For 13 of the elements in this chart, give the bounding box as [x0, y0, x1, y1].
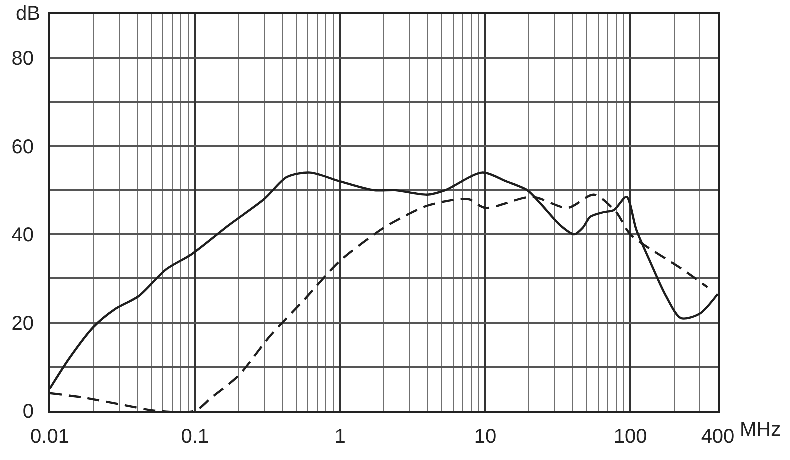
x-tick-label: 1	[334, 426, 346, 448]
y-tick-label: 0	[22, 401, 34, 423]
y-tick-label: 80	[12, 48, 34, 70]
y-tick-label: 60	[12, 136, 34, 158]
x-tick-label: 10	[474, 426, 497, 448]
y-tick-label: 20	[12, 312, 34, 335]
x-axis-title: MHz	[740, 419, 782, 441]
y-tick-label: 40	[12, 224, 34, 247]
x-tick-label: 0.1	[181, 426, 210, 448]
y-axis-title: dB	[16, 3, 40, 25]
x-tick-label: 400	[701, 426, 735, 448]
x-tick-label: 0.01	[30, 426, 70, 448]
x-tick-label: 100	[614, 426, 648, 448]
